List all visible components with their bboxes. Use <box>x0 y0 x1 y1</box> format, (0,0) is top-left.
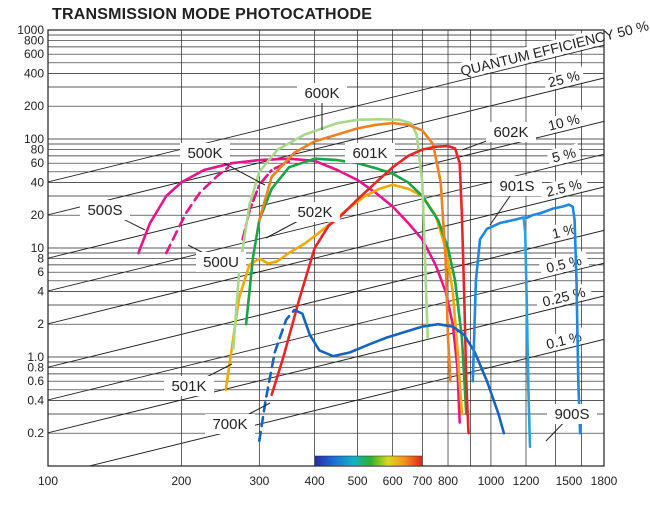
qe-label-10: 10 % <box>546 111 581 134</box>
qe-line-10 <box>48 120 604 259</box>
x-tick-label: 1000 <box>478 474 505 488</box>
quantum-efficiency-labels: QUANTUM EFFICIENCY 50 %25 %10 %5 %2.5 %1… <box>459 17 650 354</box>
qe-line-0-25 <box>48 295 604 434</box>
label-box <box>80 200 130 220</box>
label-box <box>180 143 230 163</box>
curve-label-901s: 901S <box>499 178 534 195</box>
curve-601k <box>258 121 452 383</box>
y-tick-label: 0.2 <box>27 426 44 440</box>
response-curves <box>137 117 582 449</box>
label-box <box>205 414 255 434</box>
y-tick-label: 2 <box>37 317 44 331</box>
qe-label-bg <box>542 109 586 135</box>
y-tick-label: 200 <box>24 99 44 113</box>
y-tick-label: 8 <box>37 252 44 266</box>
quantum-efficiency-lines <box>48 44 604 466</box>
qe-line-50 <box>48 44 604 183</box>
qe-label-50: QUANTUM EFFICIENCY 50 % <box>459 17 650 79</box>
x-tick-label: 100 <box>38 474 58 488</box>
curve-label-602k: 602K <box>493 124 528 141</box>
x-tick-label: 1800 <box>591 474 618 488</box>
y-tick-label: 10 <box>31 241 45 255</box>
x-tick-label: 700 <box>412 474 432 488</box>
qe-label-bg <box>546 143 582 167</box>
x-tick-label: 1500 <box>556 474 583 488</box>
x-tick-label: 400 <box>305 474 325 488</box>
visible-spectrum-bar <box>314 455 423 467</box>
curve-labels: 500S 500U 500K 501K 502K 600K 601K 602K 700K 901S… <box>80 83 597 442</box>
y-tick-label: 0.8 <box>27 361 44 375</box>
y-tick-label: 6 <box>37 265 44 279</box>
curve-602k <box>270 144 470 435</box>
y-tick-label: 600 <box>24 47 44 61</box>
label-box <box>486 122 536 142</box>
y-tick-label: 100 <box>24 132 44 146</box>
curve-500u <box>165 166 230 255</box>
y-tick-label: 400 <box>24 66 44 80</box>
qe-line-5 <box>48 153 604 292</box>
qe-label-25: 25 % <box>546 67 581 90</box>
y-tick-label: 80 <box>31 143 45 157</box>
curve-label-700k: 700K <box>212 416 247 433</box>
curve-700k <box>258 308 304 443</box>
qe-label-bg <box>538 174 590 202</box>
label-box <box>290 202 340 222</box>
y-tick-label: 1000 <box>17 23 44 37</box>
curve-700k-solid <box>301 312 506 435</box>
curve-label-500s: 500S <box>87 202 122 219</box>
curve-label-601k: 601K <box>352 145 387 162</box>
x-tick-label: 800 <box>438 474 458 488</box>
curve-600k <box>232 117 429 350</box>
chart-title: TRANSMISSION MODE PHOTOCATHODE <box>52 6 373 23</box>
qe-line-0-5 <box>48 262 604 401</box>
curve-label-900s: 900S <box>554 406 589 423</box>
qe-line-25 <box>48 77 604 216</box>
y-tick-label: 4 <box>37 284 44 298</box>
x-tick-label: 300 <box>249 474 269 488</box>
y-tick-label: 40 <box>31 175 45 189</box>
spectrum-bar <box>314 455 423 467</box>
label-box <box>196 252 246 272</box>
qe-label-1: 1 % <box>550 220 577 241</box>
curve-label-500u: 500U <box>203 254 239 271</box>
qe-label-bg <box>546 219 582 243</box>
curve-label-501k: 501K <box>171 378 206 395</box>
x-tick-label: 200 <box>171 474 191 488</box>
label-box <box>492 176 542 196</box>
curve-500s <box>137 157 461 424</box>
y-tick-label: 0.6 <box>27 374 44 388</box>
curve-label-600k: 600K <box>304 85 339 102</box>
curve-502k <box>244 157 468 416</box>
label-box <box>547 404 597 424</box>
curve-label-500k: 500K <box>187 145 222 162</box>
qe-label-bg <box>534 282 593 312</box>
x-tick-label: 600 <box>383 474 403 488</box>
x-tick-label: 500 <box>348 474 368 488</box>
qe-label-bg <box>542 66 586 92</box>
x-tick-label: 1200 <box>513 474 540 488</box>
curve-label-502k: 502K <box>297 204 332 221</box>
curve-900s <box>522 216 532 449</box>
y-tick-label: 1.0 <box>27 350 44 364</box>
qe-label-bg <box>459 17 650 79</box>
label-box <box>345 143 395 163</box>
label-box <box>164 376 214 396</box>
label-box <box>297 83 347 103</box>
y-tick-label: 0.4 <box>27 393 44 407</box>
y-tick-label: 20 <box>31 208 45 222</box>
qe-line-0-1 <box>87 338 604 466</box>
y-tick-label: 60 <box>31 156 45 170</box>
qe-line-2-5 <box>48 186 604 325</box>
y-tick-label: 800 <box>24 34 44 48</box>
qe-label-5: 5 % <box>550 144 577 165</box>
qe-line-1 <box>48 229 604 368</box>
curve-901s <box>471 203 582 435</box>
